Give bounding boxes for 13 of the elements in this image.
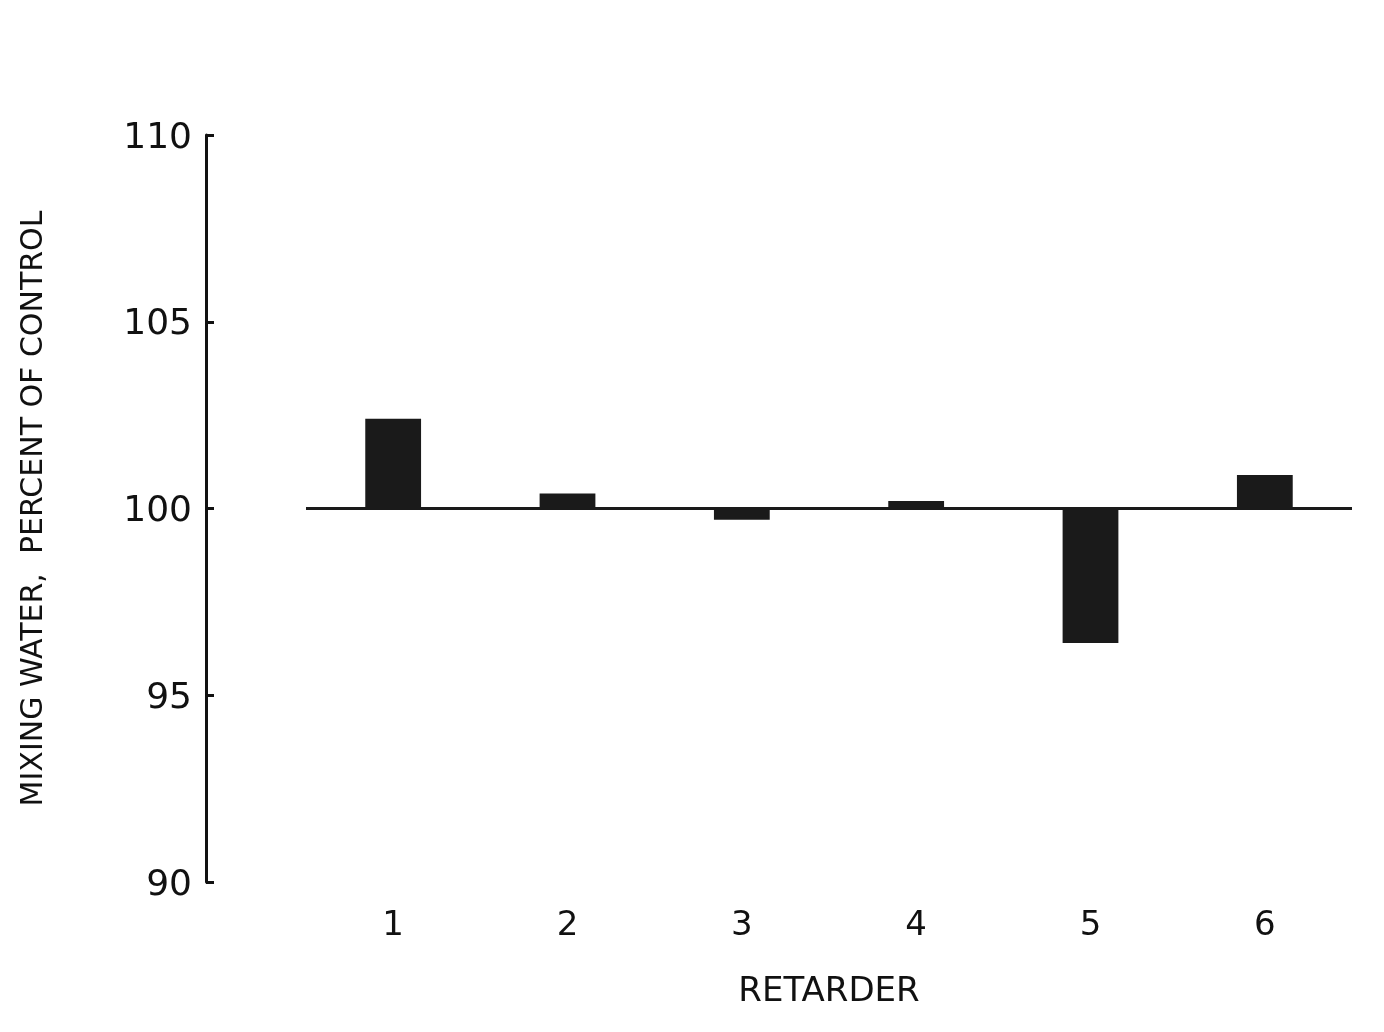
x-tick-label: 2: [556, 903, 579, 943]
x-tick-label: 3: [731, 903, 753, 943]
x-tick-label: 6: [1254, 903, 1276, 943]
x-tick-label: 4: [905, 903, 927, 943]
x-tick-label: 1: [382, 903, 404, 943]
y-tick-label: 110: [123, 114, 192, 156]
y-tick-label: 105: [123, 301, 192, 343]
y-tick-label: 100: [123, 488, 192, 529]
x-axis-title: RETARDER: [738, 969, 920, 1009]
y-tick-label: 90: [146, 861, 192, 903]
x-tick-label: 5: [1079, 903, 1102, 943]
y-axis-title: MIXING WATER, PERCENT OF CONTROL: [13, 210, 49, 807]
y-tick-label: 95: [146, 674, 192, 716]
